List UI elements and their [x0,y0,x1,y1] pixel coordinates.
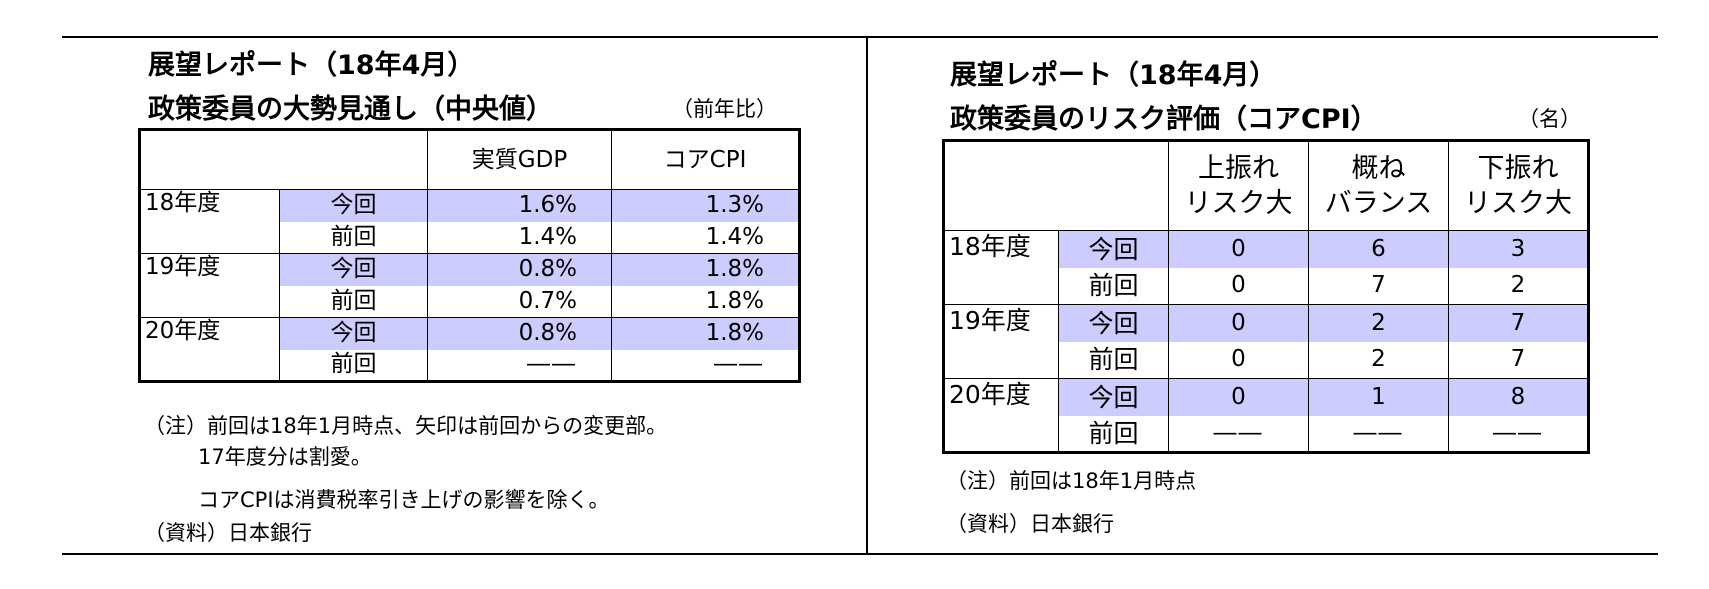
table-row: 19年度 今回 0.8% 1.8% [139,253,800,318]
left-header-cpi: コアCPI [611,129,800,190]
balanced-value: ―― [1308,415,1449,453]
header-line: 下振れ [1477,152,1559,184]
right-year-20: 20年度 [943,378,1059,453]
row-label: 前回 [1058,267,1169,305]
downside-value: 2 [1448,267,1589,305]
table-row: 19年度 今回 0 2 7 [943,304,1589,379]
left-title-line2: 政策委員の大勢見通し（中央値） [148,94,553,125]
cpi-value: 1.8% [611,285,800,318]
left-title-line1: 展望レポート（18年4月） [148,50,475,81]
panel-divider [866,36,868,555]
left-header-row: 実質GDP コアCPI [139,129,800,190]
right-year-18: 18年度 [943,230,1059,305]
balanced-value: 1 [1308,378,1449,416]
gdp-value: 0.8% [427,253,612,286]
cpi-value: 1.4% [611,221,800,254]
row-label: 今回 [1058,378,1169,416]
right-source: （資料）日本銀行 [946,512,1114,536]
row-label: 今回 [279,253,428,286]
balanced-value: 7 [1308,267,1449,305]
cpi-value: 1.8% [611,317,800,350]
left-year-19: 19年度 [139,253,280,318]
header-line: リスク大 [1464,188,1572,219]
left-note-sub2: コアCPIは消費税率引き上げの影響を除く。 [198,488,610,512]
right-header-balanced: 概ね バランス [1308,140,1449,231]
downside-value: ―― [1493,419,1543,446]
left-header-gdp: 実質GDP [427,129,612,190]
row-label: 前回 [279,349,428,382]
right-note-main: （注）前回は18年1月時点 [946,469,1197,493]
left-year-20: 20年度 [139,317,280,382]
header-line: 上振れ [1198,152,1279,184]
outer-frame [62,36,1658,555]
table-row: 前回 0.7% 1.8% [140,285,800,318]
gdp-value: 1.4% [427,221,612,254]
cpi-value: ―― [714,351,764,378]
header-line: 概ね [1351,152,1406,184]
upside-value: 0 [1168,230,1309,268]
table-row: 18年度 今回 1.6% 1.3% [139,189,800,254]
row-label: 今回 [1058,230,1169,268]
table-row: 20年度 今回 0 1 8 [943,378,1589,453]
left-year-18: 18年度 [139,189,280,254]
row-label: 前回 [1058,341,1169,379]
left-table: 実質GDP コアCPI 18年度 今回 1.6% 1.3% 前回 1.4% 1.… [138,128,801,383]
left-header-blank [139,129,428,190]
downside-value: 3 [1448,230,1589,268]
cpi-value: 1.3% [611,189,800,222]
header-line: バランス [1324,188,1433,219]
downside-value: 7 [1448,341,1589,379]
row-label: 前回 [279,285,428,318]
right-header-blank [943,140,1169,231]
table-row: 前回 ―― ―― [140,349,800,382]
balanced-value: 6 [1308,230,1449,268]
left-unit-label: （前年比） [672,97,777,121]
balanced-value: 2 [1308,304,1449,342]
upside-value: 0 [1168,304,1309,342]
downside-value: 7 [1448,304,1589,342]
left-source: （資料）日本銀行 [144,521,312,545]
gdp-value: ―― [427,349,612,382]
right-header-downside: 下振れ リスク大 [1448,140,1589,231]
table-row: 前回 0 2 7 [944,341,1589,379]
table-row: 前回 ―― ―― ―― [944,415,1589,453]
right-title-line2: 政策委員のリスク評価（コアCPI） [950,104,1378,135]
balanced-value: 2 [1308,341,1449,379]
upside-value: 0 [1168,378,1309,416]
cpi-value: 1.8% [611,253,800,286]
table-row: 前回 1.4% 1.4% [140,221,800,254]
upside-value: 0 [1168,267,1309,305]
table-row: 18年度 今回 0 6 3 [943,230,1589,305]
right-table: 上振れ リスク大 概ね バランス 下振れ リスク大 18年度 今回 0 6 3 … [942,139,1590,454]
right-header-row: 上振れ リスク大 概ね バランス 下振れ リスク大 [943,140,1589,231]
gdp-value: 1.6% [427,189,612,222]
header-line: リスク大 [1184,188,1293,219]
downside-value: 8 [1448,378,1589,416]
row-label: 今回 [279,317,428,350]
row-label: 今回 [279,189,428,222]
right-title-line1: 展望レポート（18年4月） [950,60,1277,91]
right-year-19: 19年度 [943,304,1059,379]
right-unit-label: （名） [1518,107,1581,131]
row-label: 今回 [1058,304,1169,342]
left-note-sub1: 17年度分は割愛。 [198,445,372,469]
gdp-value: 0.8% [427,317,612,350]
right-header-upside: 上振れ リスク大 [1168,140,1309,231]
gdp-value: 0.7% [427,285,612,318]
table-row: 前回 0 7 2 [944,267,1589,305]
upside-value: 0 [1168,341,1309,379]
upside-value: ―― [1168,415,1309,453]
row-label: 前回 [1058,415,1169,453]
row-label: 前回 [279,221,428,254]
table-row: 20年度 今回 0.8% 1.8% [139,317,800,382]
left-note-main: （注）前回は18年1月時点、矢印は前回からの変更部。 [144,414,668,438]
